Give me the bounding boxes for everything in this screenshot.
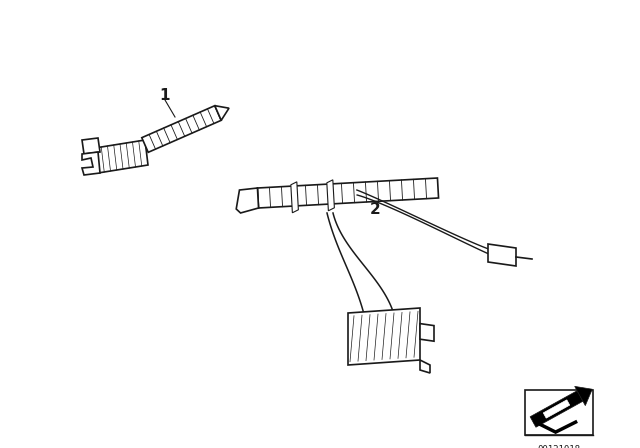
Polygon shape: [420, 323, 434, 341]
Text: 00121018: 00121018: [538, 445, 580, 448]
Text: 1: 1: [160, 87, 170, 103]
Polygon shape: [575, 386, 592, 405]
Polygon shape: [291, 182, 298, 213]
Polygon shape: [543, 400, 570, 418]
Polygon shape: [236, 188, 259, 213]
Polygon shape: [488, 244, 516, 266]
Polygon shape: [348, 308, 420, 365]
FancyBboxPatch shape: [525, 390, 593, 435]
Polygon shape: [420, 360, 430, 373]
Polygon shape: [257, 178, 438, 208]
Polygon shape: [530, 391, 583, 427]
Polygon shape: [215, 106, 229, 121]
Polygon shape: [142, 106, 221, 152]
Polygon shape: [82, 152, 100, 175]
Text: 2: 2: [370, 202, 380, 217]
Polygon shape: [95, 140, 148, 173]
Polygon shape: [82, 138, 100, 154]
Polygon shape: [327, 180, 334, 211]
